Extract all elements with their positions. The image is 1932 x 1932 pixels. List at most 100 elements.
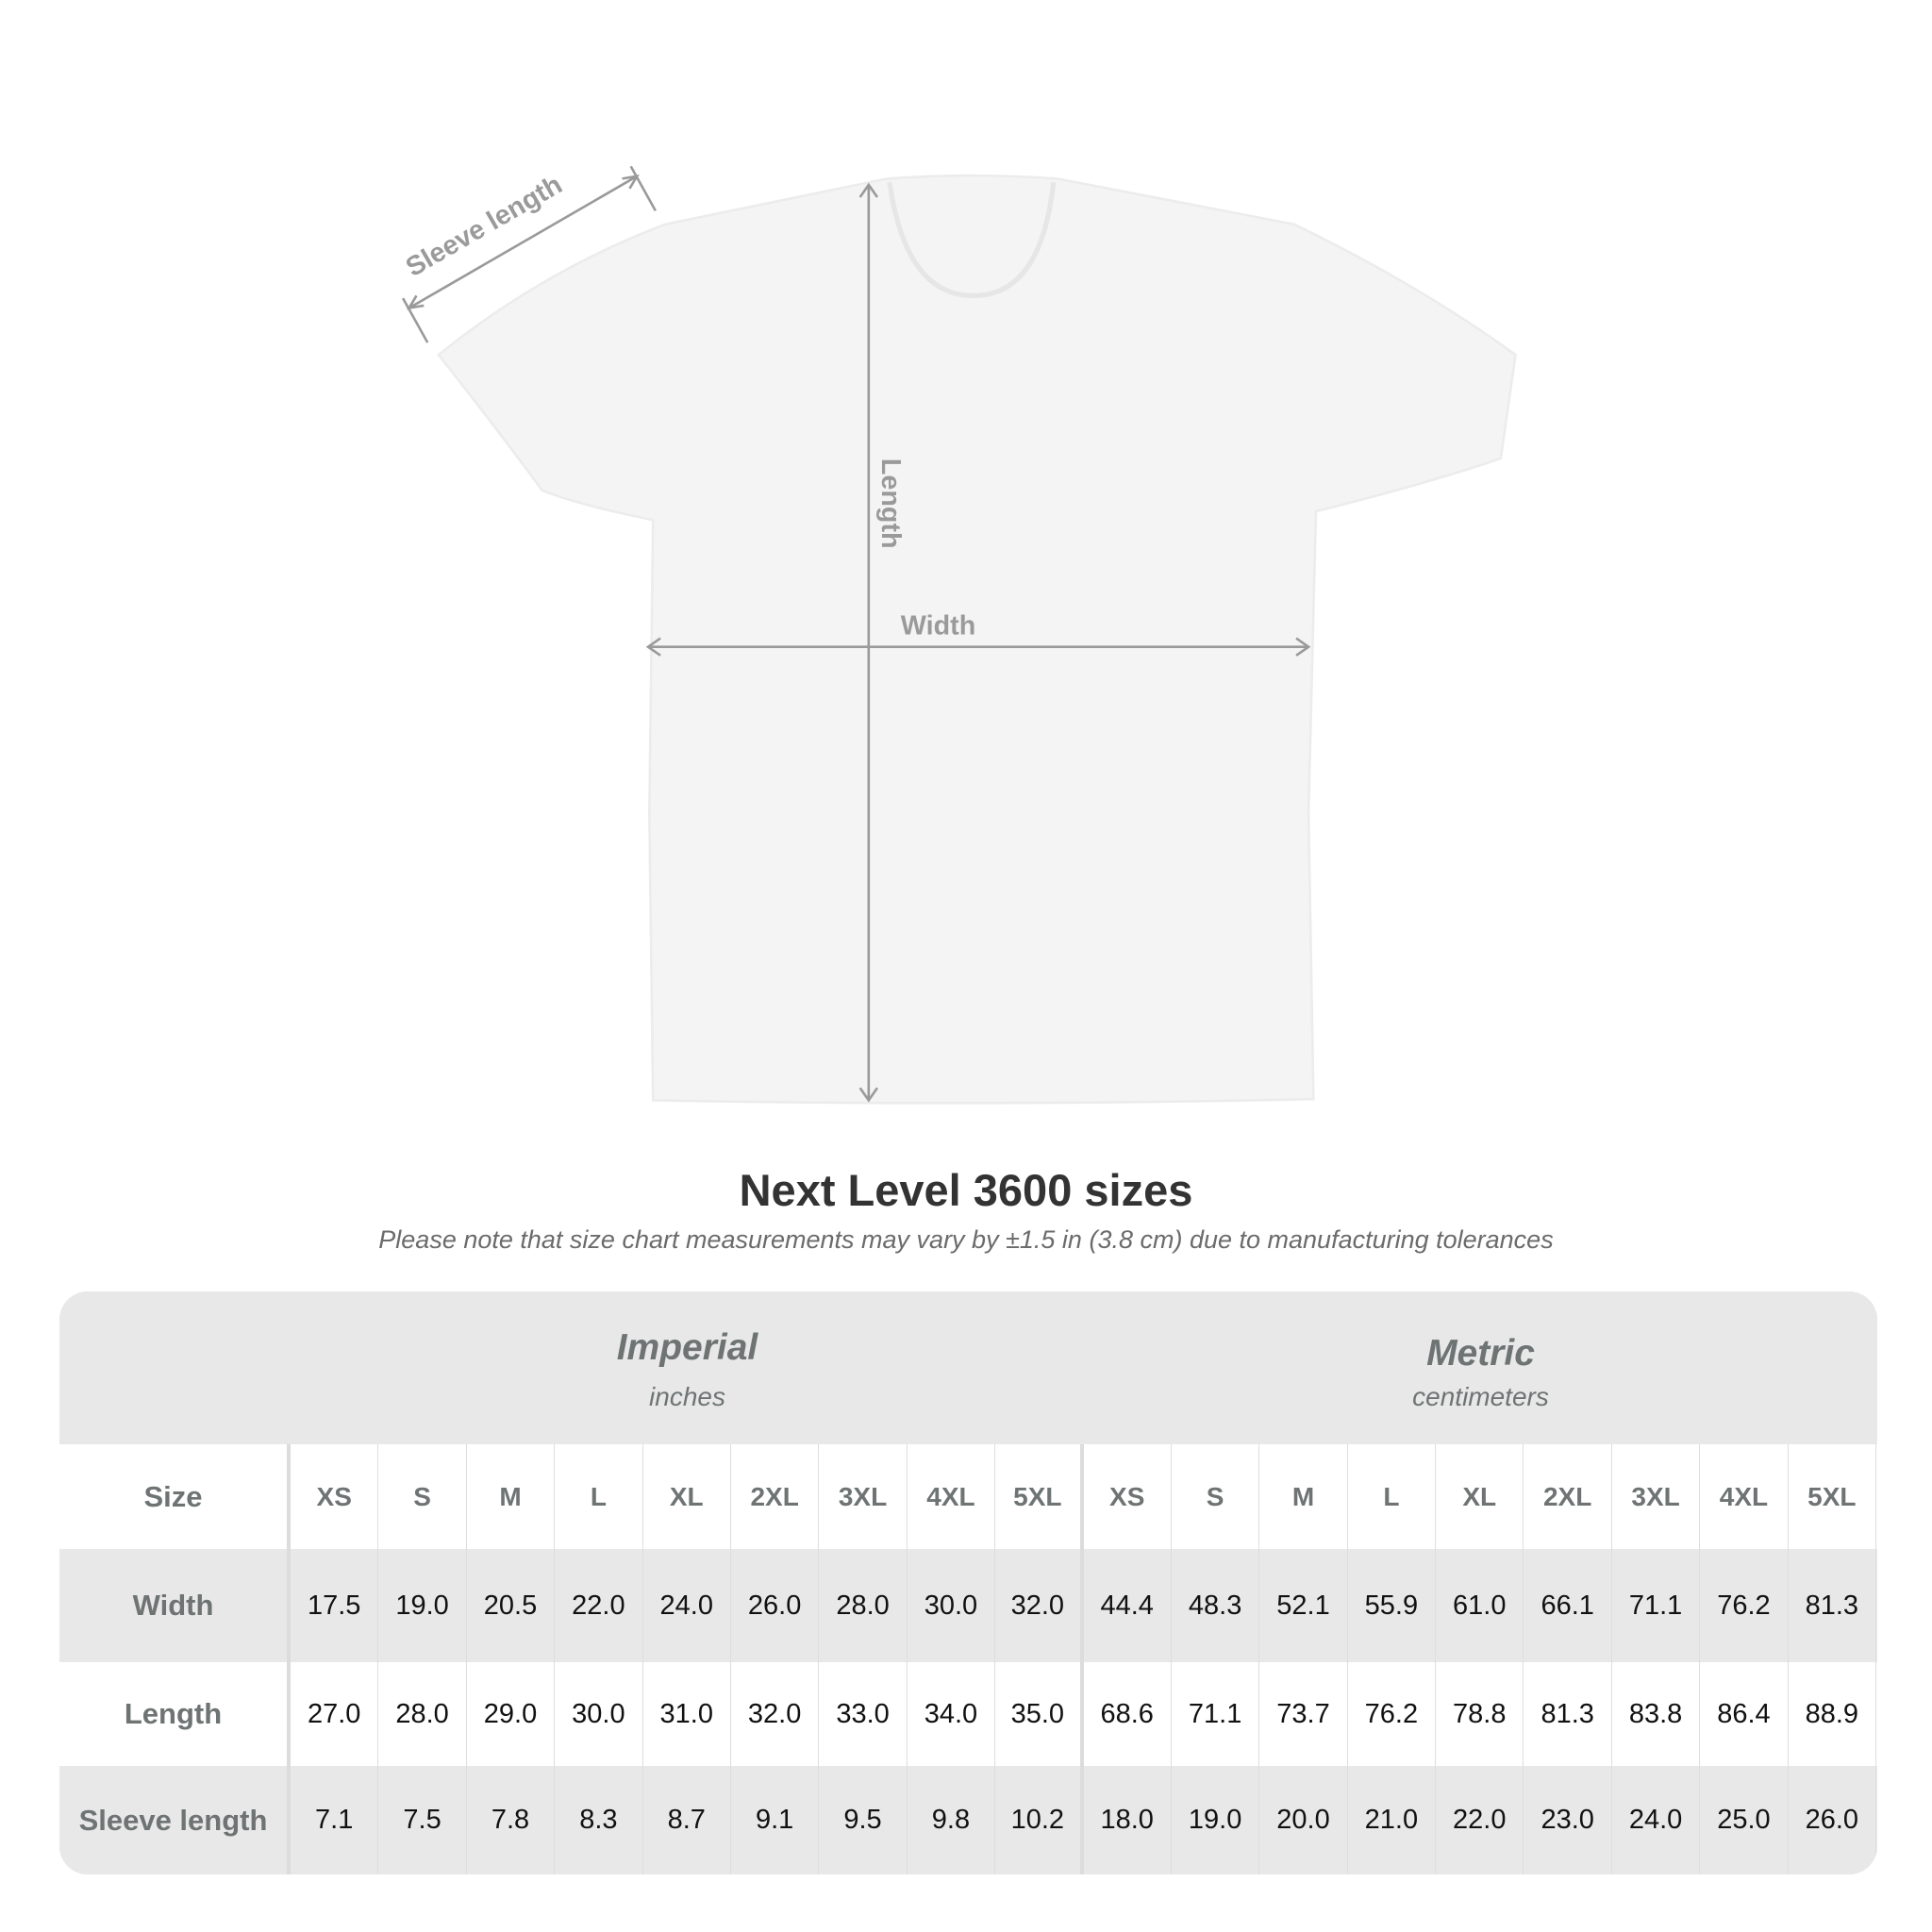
table-row: Width 17.5 19.0 20.5 22.0 24.0 26.0 28.0 30.0 32.… (59, 1549, 1877, 1662)
imperial-value-cell: 35.0 (995, 1662, 1084, 1766)
imperial-value-cell: 28.0 (819, 1549, 908, 1662)
sleeve-arrow-tick-left (401, 297, 429, 343)
imperial-value-cell: 9.1 (731, 1766, 820, 1874)
imperial-value-cell: 20.5 (467, 1549, 556, 1662)
width-arrow-head-right (1295, 637, 1311, 657)
size-label: Size (59, 1444, 291, 1549)
imperial-value-cell: 26.0 (731, 1549, 820, 1662)
size-metric-header: M (1259, 1444, 1348, 1549)
imperial-value-cell: 10.2 (995, 1766, 1084, 1874)
metric-value-cell: 26.0 (1789, 1766, 1877, 1874)
imperial-value-cell: 34.0 (908, 1662, 996, 1766)
imperial-value-cell: 30.0 (908, 1549, 996, 1662)
imperial-value-cell: 9.8 (908, 1766, 996, 1874)
imperial-value-cell: 22.0 (555, 1549, 643, 1662)
imperial-value-cell: 32.0 (995, 1549, 1084, 1662)
size-imperial-header: 5XL (995, 1444, 1084, 1549)
table-row: Length 27.0 28.0 29.0 30.0 31.0 32.0 33.0 34.0 35… (59, 1662, 1877, 1766)
imperial-value-cell: 27.0 (291, 1662, 379, 1766)
imperial-value-cell: 8.7 (643, 1766, 731, 1874)
size-table: Imperial inches Metric centimeters Size X… (59, 1291, 1877, 1874)
imperial-group: Imperial inches (291, 1327, 1084, 1412)
metric-value-cell: 78.8 (1436, 1662, 1524, 1766)
imperial-value-cell: 28.0 (378, 1662, 467, 1766)
metric-value-cell: 44.4 (1084, 1549, 1172, 1662)
imperial-value-cell: 7.8 (467, 1766, 556, 1874)
table-header-band: Imperial inches Metric centimeters (59, 1291, 1877, 1444)
imperial-value-cell: 31.0 (643, 1662, 731, 1766)
page-title: Next Level 3600 sizes (739, 1165, 1193, 1215)
imperial-value-cell: 33.0 (819, 1662, 908, 1766)
metric-value-cell: 88.9 (1789, 1662, 1877, 1766)
row-label: Length (59, 1662, 291, 1766)
metric-group: Metric centimeters (1084, 1333, 1877, 1412)
size-imperial-header: XL (643, 1444, 731, 1549)
imperial-value-cell: 30.0 (555, 1662, 643, 1766)
size-metric-header: 3XL (1612, 1444, 1701, 1549)
size-imperial-header: M (467, 1444, 556, 1549)
imperial-value-cell: 24.0 (643, 1549, 731, 1662)
size-imperial-header: XS (291, 1444, 379, 1549)
tshirt-shape (437, 174, 1517, 1105)
metric-value-cell: 71.1 (1172, 1662, 1260, 1766)
size-imperial-header: L (555, 1444, 643, 1549)
metric-value-cell: 81.3 (1789, 1549, 1877, 1662)
table-row: Sleeve length 7.1 7.5 7.8 8.3 8.7 9.1 9.5 9.8 10.… (59, 1766, 1877, 1874)
tolerance-note: Please note that size chart measurements… (378, 1225, 1554, 1254)
metric-value-cell: 66.1 (1524, 1549, 1612, 1662)
imperial-value-cell: 9.5 (819, 1766, 908, 1874)
size-metric-header: 2XL (1524, 1444, 1612, 1549)
metric-value-cell: 71.1 (1612, 1549, 1701, 1662)
imperial-value-cell: 7.1 (291, 1766, 379, 1874)
width-label: Width (901, 611, 975, 641)
metric-value-cell: 18.0 (1084, 1766, 1172, 1874)
sleeve-arrow-head-left (407, 294, 425, 310)
imperial-value-cell: 19.0 (378, 1549, 467, 1662)
metric-value-cell: 22.0 (1436, 1766, 1524, 1874)
imperial-unit: inches (649, 1382, 725, 1411)
imperial-title: Imperial (616, 1327, 758, 1368)
metric-value-cell: 83.8 (1612, 1662, 1701, 1766)
imperial-value-cell: 32.0 (731, 1662, 820, 1766)
metric-value-cell: 24.0 (1612, 1766, 1701, 1874)
metric-value-cell: 76.2 (1348, 1662, 1437, 1766)
width-arrow-head-left (645, 637, 661, 657)
metric-value-cell: 68.6 (1084, 1662, 1172, 1766)
size-metric-header: 4XL (1700, 1444, 1789, 1549)
sleeve-arrow-head-right (622, 175, 640, 190)
metric-value-cell: 21.0 (1348, 1766, 1437, 1874)
metric-value-cell: 76.2 (1700, 1549, 1789, 1662)
sleeve-arrow-tick-right (629, 165, 657, 211)
metric-value-cell: 81.3 (1524, 1662, 1612, 1766)
imperial-value-cell: 8.3 (555, 1766, 643, 1874)
size-metric-header: 5XL (1789, 1444, 1877, 1549)
size-imperial-header: 2XL (731, 1444, 820, 1549)
size-metric-header: XL (1436, 1444, 1524, 1549)
metric-value-cell: 48.3 (1172, 1549, 1260, 1662)
metric-value-cell: 61.0 (1436, 1549, 1524, 1662)
metric-value-cell: 19.0 (1172, 1766, 1260, 1874)
length-label: Length (875, 458, 906, 549)
metric-value-cell: 55.9 (1348, 1549, 1437, 1662)
size-metric-header: XS (1084, 1444, 1172, 1549)
metric-unit: centimeters (1412, 1382, 1549, 1411)
length-arrow-head-top (858, 182, 879, 198)
metric-value-cell: 52.1 (1259, 1549, 1348, 1662)
imperial-value-cell: 7.5 (378, 1766, 467, 1874)
metric-value-cell: 86.4 (1700, 1662, 1789, 1766)
metric-value-cell: 23.0 (1524, 1766, 1612, 1874)
row-label: Sleeve length (59, 1766, 291, 1874)
metric-value-cell: 73.7 (1259, 1662, 1348, 1766)
size-metric-header: L (1348, 1444, 1437, 1549)
imperial-value-cell: 29.0 (467, 1662, 556, 1766)
metric-value-cell: 25.0 (1700, 1766, 1789, 1874)
sleeve-arrow (408, 175, 638, 309)
metric-title: Metric (1426, 1333, 1535, 1374)
length-arrow-head-bottom (858, 1087, 879, 1103)
size-metric-header: S (1172, 1444, 1260, 1549)
metric-value-cell: 20.0 (1259, 1766, 1348, 1874)
size-imperial-header: 3XL (819, 1444, 908, 1549)
size-imperial-header: 4XL (908, 1444, 996, 1549)
row-label: Width (59, 1549, 291, 1662)
